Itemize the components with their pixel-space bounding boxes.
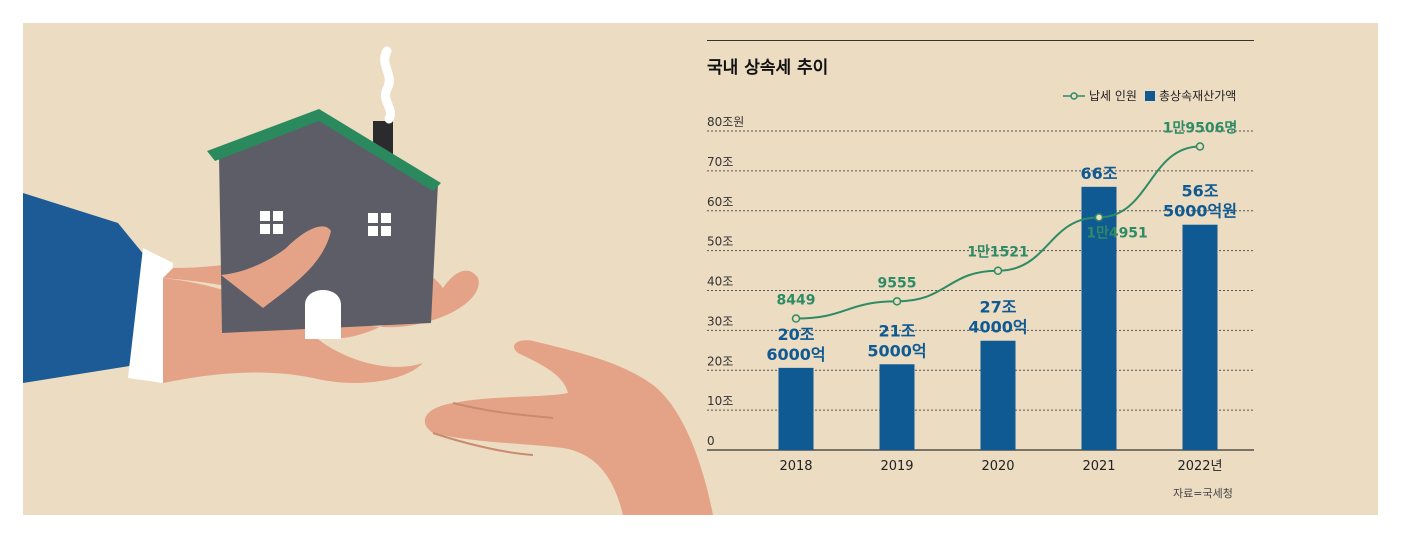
bar-value-label: 27조: [980, 298, 1017, 317]
source-note: 자료=국세청: [1173, 487, 1233, 500]
y-tick-label: 20조: [707, 354, 733, 368]
bar-value-label: 66조: [1081, 164, 1118, 183]
inheritance-illustration: [23, 46, 713, 515]
line-value-label: 1만4951: [1086, 225, 1148, 241]
line-series-path: [795, 145, 1201, 320]
line-point: [892, 297, 902, 306]
bar-value-label: 4000억: [968, 318, 1027, 337]
line-point: [791, 314, 801, 323]
line-value-label: 8449: [777, 293, 816, 309]
y-tick-label: 10조: [707, 394, 733, 408]
y-tick-label: 70조: [707, 155, 733, 169]
bar: [1081, 186, 1117, 450]
house-icon: [207, 46, 441, 339]
y-tick-label: 0: [707, 434, 715, 448]
legend-bar: 총상속재산가액: [1145, 87, 1236, 104]
y-tick-label: 60조: [707, 195, 733, 209]
bar-value-label: 56조: [1182, 182, 1219, 201]
chart-title: 국내 상속세 추이: [707, 58, 829, 78]
x-tick-label: 2022년: [1177, 459, 1222, 474]
bar-value-label: 5000억: [867, 341, 926, 360]
bar-value-label: 5000억원: [1163, 202, 1237, 221]
y-tick-label: 40조: [707, 275, 733, 289]
line-value-label: 9555: [878, 275, 917, 291]
title-rule: [707, 40, 1254, 41]
bar-value-label: 6000억: [766, 345, 825, 364]
x-tick-label: 2021: [1082, 459, 1115, 474]
bar-value-label: 21조: [879, 321, 916, 340]
legend-bar-label: 총상속재산가액: [1159, 89, 1237, 103]
line-value-label: 1만9506명: [1163, 119, 1237, 136]
chart-plot: 80조원70조60조50조40조30조20조10조0201820조6000억20…: [707, 115, 1254, 474]
y-tick-label: 30조: [707, 314, 733, 328]
line-point: [1094, 213, 1104, 222]
legend-line: 납세 인원: [1063, 87, 1137, 104]
infographic-panel: 국내 상속세 추이 납세 인원 총상속재산가액 80조원 70조 60조 50조 40조…: [23, 23, 1378, 515]
bar: [1182, 224, 1218, 450]
line-value-label: 1만1521: [967, 245, 1029, 261]
bar: [778, 367, 814, 450]
bar: [980, 340, 1016, 450]
legend-line-label: 납세 인원: [1089, 89, 1137, 103]
x-tick-label: 2019: [880, 459, 913, 474]
line-point: [993, 266, 1003, 275]
receiving-hand-icon: [424, 340, 713, 515]
line-point: [1195, 142, 1205, 151]
y-tick-label: 80조원: [707, 115, 744, 129]
bar-value-label: 20조: [778, 325, 815, 344]
legend-line-marker-icon: [1063, 91, 1085, 100]
legend-bar-swatch-icon: [1145, 90, 1155, 101]
x-tick-label: 2018: [779, 459, 812, 474]
x-tick-label: 2020: [981, 459, 1014, 474]
bar: [879, 364, 915, 450]
y-tick-label: 50조: [707, 235, 733, 249]
